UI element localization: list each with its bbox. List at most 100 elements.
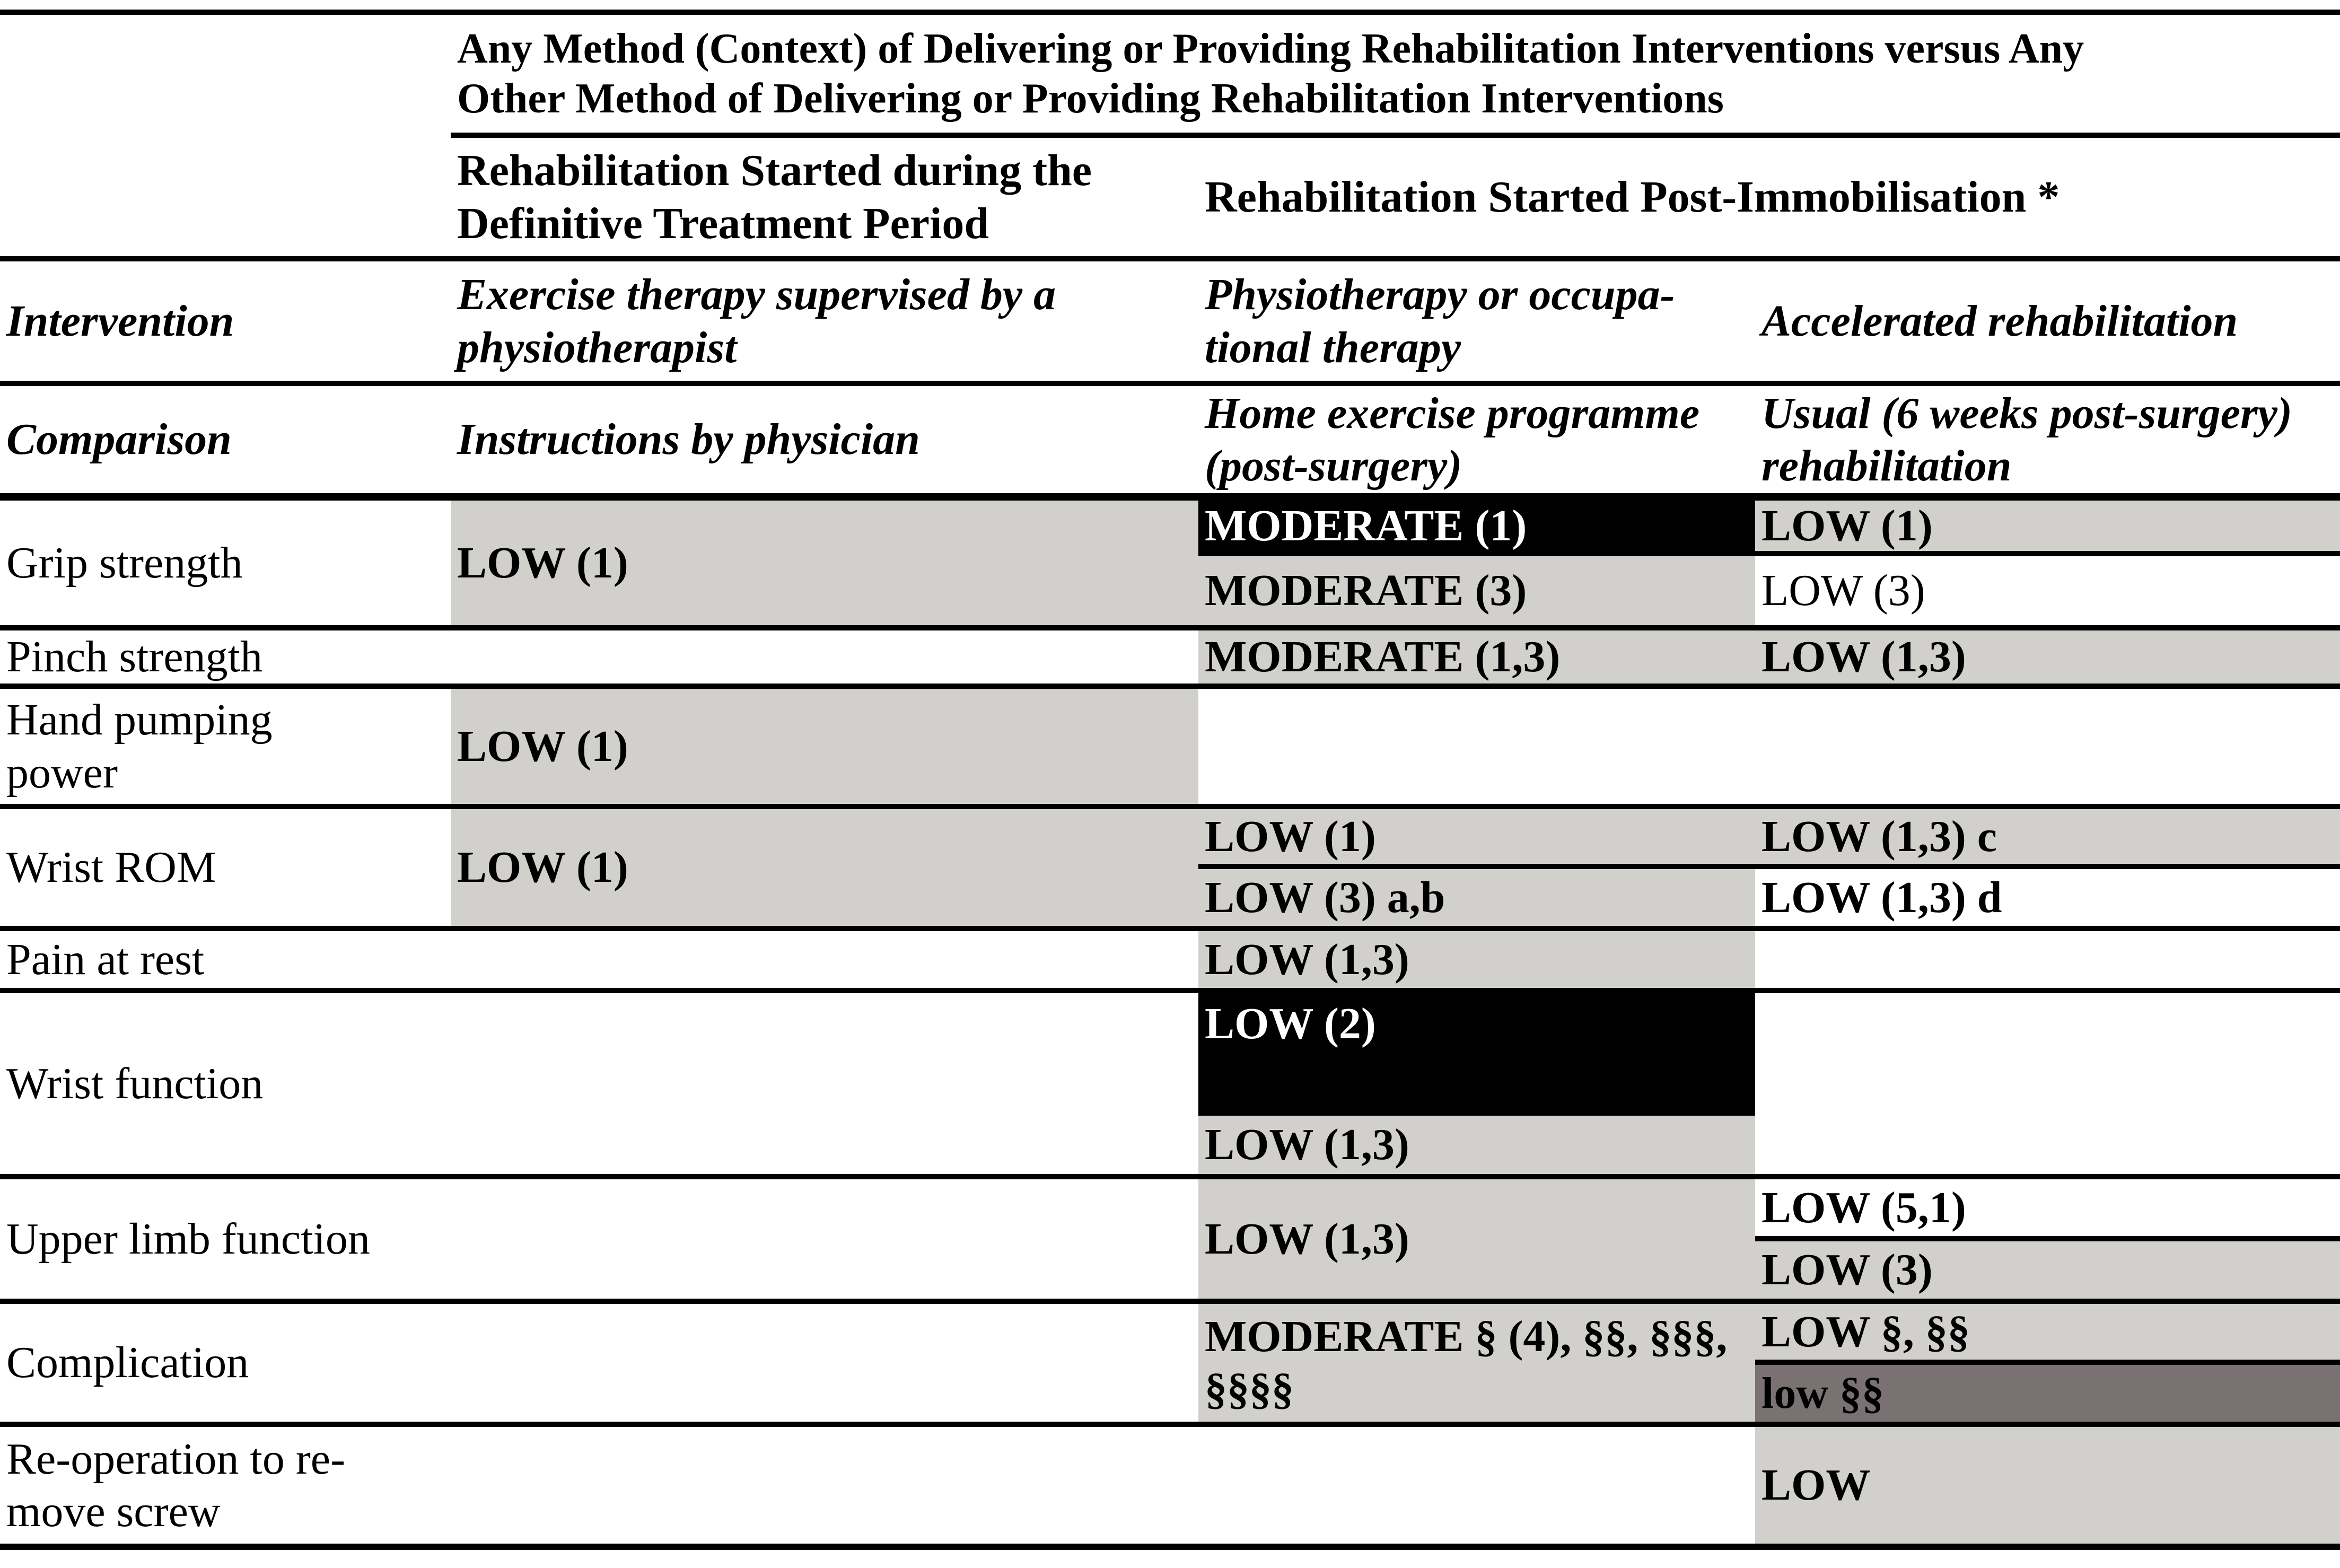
upper-limb-col3-value: LOW (1,3) [1205, 1214, 1409, 1264]
wrist-rom-label: Wrist ROM [6, 843, 216, 892]
wrist-rom-col3-top-cell: LOW (1) [1198, 809, 1755, 869]
comparison-col4-line2: rehabilitation [1761, 441, 2012, 490]
reoperation-label-line2: move screw [6, 1487, 221, 1536]
comparison-row: Comparison Instructions by physician Hom… [0, 386, 2340, 501]
pain-col3-value: LOW (1,3) [1205, 934, 1409, 984]
grip-col2-cell: LOW (1) [451, 501, 1198, 625]
complication-col4-top-value: LOW §, §§ [1761, 1307, 1970, 1356]
upper-limb-col4-cell: LOW (5,1) LOW (3) [1755, 1179, 2340, 1299]
header-timing-empty-cell [0, 138, 451, 256]
wrist-rom-col2-value: LOW (1) [457, 843, 628, 892]
complication-col4-top-cell: LOW §, §§ [1755, 1304, 2340, 1365]
reoperation-col2-cell [451, 1427, 1198, 1544]
header-post-immobilisation-label: Rehabilitation Started Post-Immobilisati… [1205, 172, 2060, 222]
complication-label: Complication [6, 1338, 249, 1388]
complication-col3-cell: MODERATE § (4), §§, §§§, §§§§ [1198, 1304, 1755, 1422]
grip-col4-top-cell: LOW (1) [1755, 501, 2340, 556]
row-pain-at-rest: Pain at rest LOW (1,3) [0, 931, 2340, 993]
grip-col4-bottom-value: LOW (3) [1761, 566, 1925, 616]
hand-pumping-col2-cell: LOW (1) [451, 689, 1198, 804]
wrist-rom-col4-top-value: LOW (1,3) c [1761, 811, 1997, 861]
intervention-col2-cell: Exercise therapy supervised by a physiot… [451, 261, 1198, 381]
row-wrist-function: Wrist function LOW (2) LOW (1,3) [0, 993, 2340, 1179]
pain-label-cell: Pain at rest [0, 931, 451, 988]
upper-limb-col3-cell: LOW (1,3) [1198, 1179, 1755, 1299]
wrist-function-col3-top-cell: LOW (2) [1198, 993, 1755, 1116]
grip-col3-bottom-value: MODERATE (3) [1205, 566, 1527, 616]
header-title-line1: Any Method (Context) of Delivering or Pr… [457, 25, 2084, 72]
header-row-title: Any Method (Context) of Delivering or Pr… [0, 15, 2340, 138]
intervention-col4-value: Accelerated rehabilitation [1761, 296, 2238, 346]
grip-col3-top-value: MODERATE (1) [1205, 501, 1527, 550]
wrist-rom-col4-bottom-cell: LOW (1,3) d [1755, 869, 2340, 926]
intervention-label: Intervention [6, 296, 234, 346]
wrist-function-col3-cell: LOW (2) LOW (1,3) [1198, 993, 1755, 1174]
upper-limb-label-cell: Upper limb function [0, 1179, 451, 1299]
intervention-row: Intervention Exercise therapy supervised… [0, 261, 2340, 386]
header-post-immobilisation-cell: Rehabilitation Started Post-Immobilisati… [1198, 138, 2340, 256]
grip-col4-cell: LOW (1) LOW (3) [1755, 501, 2340, 625]
comparison-col3-cell: Home exercise programme (post-surgery) [1198, 386, 1755, 493]
grip-col3-bottom-cell: MODERATE (3) [1198, 556, 1755, 625]
comparison-label-cell: Comparison [0, 386, 451, 493]
pain-col2-cell [451, 931, 1198, 988]
comparison-col3-line1: Home exercise programme [1205, 388, 1700, 438]
wrist-rom-col3-cell: LOW (1) LOW (3) a,b [1198, 809, 1755, 926]
header-during-treatment-cell: Rehabilitation Started during the Defini… [451, 138, 1198, 256]
wrist-function-label-cell: Wrist function [0, 993, 451, 1174]
wrist-rom-col3-bottom-cell: LOW (3) a,b [1198, 869, 1755, 926]
wrist-rom-col2-cell: LOW (1) [451, 809, 1198, 926]
reoperation-label-cell: Re-operation to re- move screw [0, 1427, 451, 1544]
header-title-cell: Any Method (Context) of Delivering or Pr… [451, 15, 2340, 138]
wrist-function-col3-bottom-value: LOW (1,3) [1205, 1120, 1409, 1170]
wrist-rom-label-cell: Wrist ROM [0, 809, 451, 926]
pinch-col4-value: LOW (1,3) [1761, 632, 1966, 682]
wrist-rom-col4-top-cell: LOW (1,3) c [1755, 809, 2340, 869]
grip-col4-bottom-cell: LOW (3) [1755, 556, 2340, 625]
upper-limb-col2-cell [451, 1179, 1198, 1299]
header-during-treatment-line1: Rehabilitation Started during the [457, 146, 1092, 196]
intervention-col2-line2: physiotherapist [457, 322, 737, 372]
comparison-col3-line2: (post-surgery) [1205, 441, 1462, 490]
grade-evidence-table: Any Method (Context) of Delivering or Pr… [0, 10, 2340, 1550]
grip-label-cell: Grip strength [0, 501, 451, 625]
header-row-timing: Rehabilitation Started during the Defini… [0, 138, 2340, 261]
intervention-col4-cell: Accelerated rehabilitation [1755, 261, 2340, 381]
complication-col3-line2: §§§§ [1205, 1364, 1294, 1414]
pinch-col3-cell: MODERATE (1,3) [1198, 630, 1755, 684]
header-title-line2: Other Method of Delivering or Providing … [457, 75, 1724, 122]
pain-col3-cell: LOW (1,3) [1198, 931, 1755, 988]
hand-pumping-col2-value: LOW (1) [457, 721, 628, 771]
intervention-col3-line2: tional therapy [1205, 322, 1461, 372]
reoperation-label-line1: Re-operation to re- [6, 1434, 346, 1484]
complication-col4-cell: LOW §, §§ low §§ [1755, 1304, 2340, 1422]
grip-label: Grip strength [6, 538, 243, 588]
hand-pumping-label-cell: Hand pumping power [0, 689, 451, 804]
row-upper-limb-function: Upper limb function LOW (1,3) LOW (5,1) … [0, 1179, 2340, 1304]
row-pinch-strength: Pinch strength MODERATE (1,3) LOW (1,3) [0, 630, 2340, 689]
row-grip-strength: Grip strength LOW (1) MODERATE (1) MODER… [0, 501, 2340, 630]
complication-col3-line1: MODERATE § (4), §§, §§§, [1205, 1311, 1728, 1361]
complication-col4-bottom-cell: low §§ [1755, 1365, 2340, 1422]
row-complication: Complication MODERATE § (4), §§, §§§, §§… [0, 1304, 2340, 1427]
complication-col4-bottom-value: low §§ [1761, 1368, 1884, 1418]
wrist-function-col4-cell [1755, 993, 2340, 1174]
row-wrist-rom: Wrist ROM LOW (1) LOW (1) LOW (3) a,b LO… [0, 809, 2340, 931]
wrist-rom-col3-bottom-value: LOW (3) a,b [1205, 872, 1445, 922]
wrist-rom-col4-cell: LOW (1,3) c LOW (1,3) d [1755, 809, 2340, 926]
wrist-rom-col4-bottom-value: LOW (1,3) d [1761, 872, 2002, 922]
grip-col3-cell: MODERATE (1) MODERATE (3) [1198, 501, 1755, 625]
intervention-col3-line1: Physiotherapy or occupa- [1205, 270, 1675, 320]
hand-pumping-label-line2: power [6, 748, 118, 798]
grip-col3-top-cell: MODERATE (1) [1198, 501, 1755, 556]
pinch-label: Pinch strength [6, 632, 262, 682]
grip-col2-value: LOW (1) [457, 538, 628, 588]
reoperation-col3-cell [1198, 1427, 1755, 1544]
pain-label: Pain at rest [6, 934, 205, 984]
pinch-label-cell: Pinch strength [0, 630, 451, 684]
header-title-empty-cell [0, 15, 451, 138]
pinch-col4-cell: LOW (1,3) [1755, 630, 2340, 684]
hand-pumping-col3-cell [1198, 689, 1755, 804]
upper-limb-col4-top-value: LOW (5,1) [1761, 1182, 1966, 1232]
row-reoperation: Re-operation to re- move screw LOW [0, 1427, 2340, 1544]
